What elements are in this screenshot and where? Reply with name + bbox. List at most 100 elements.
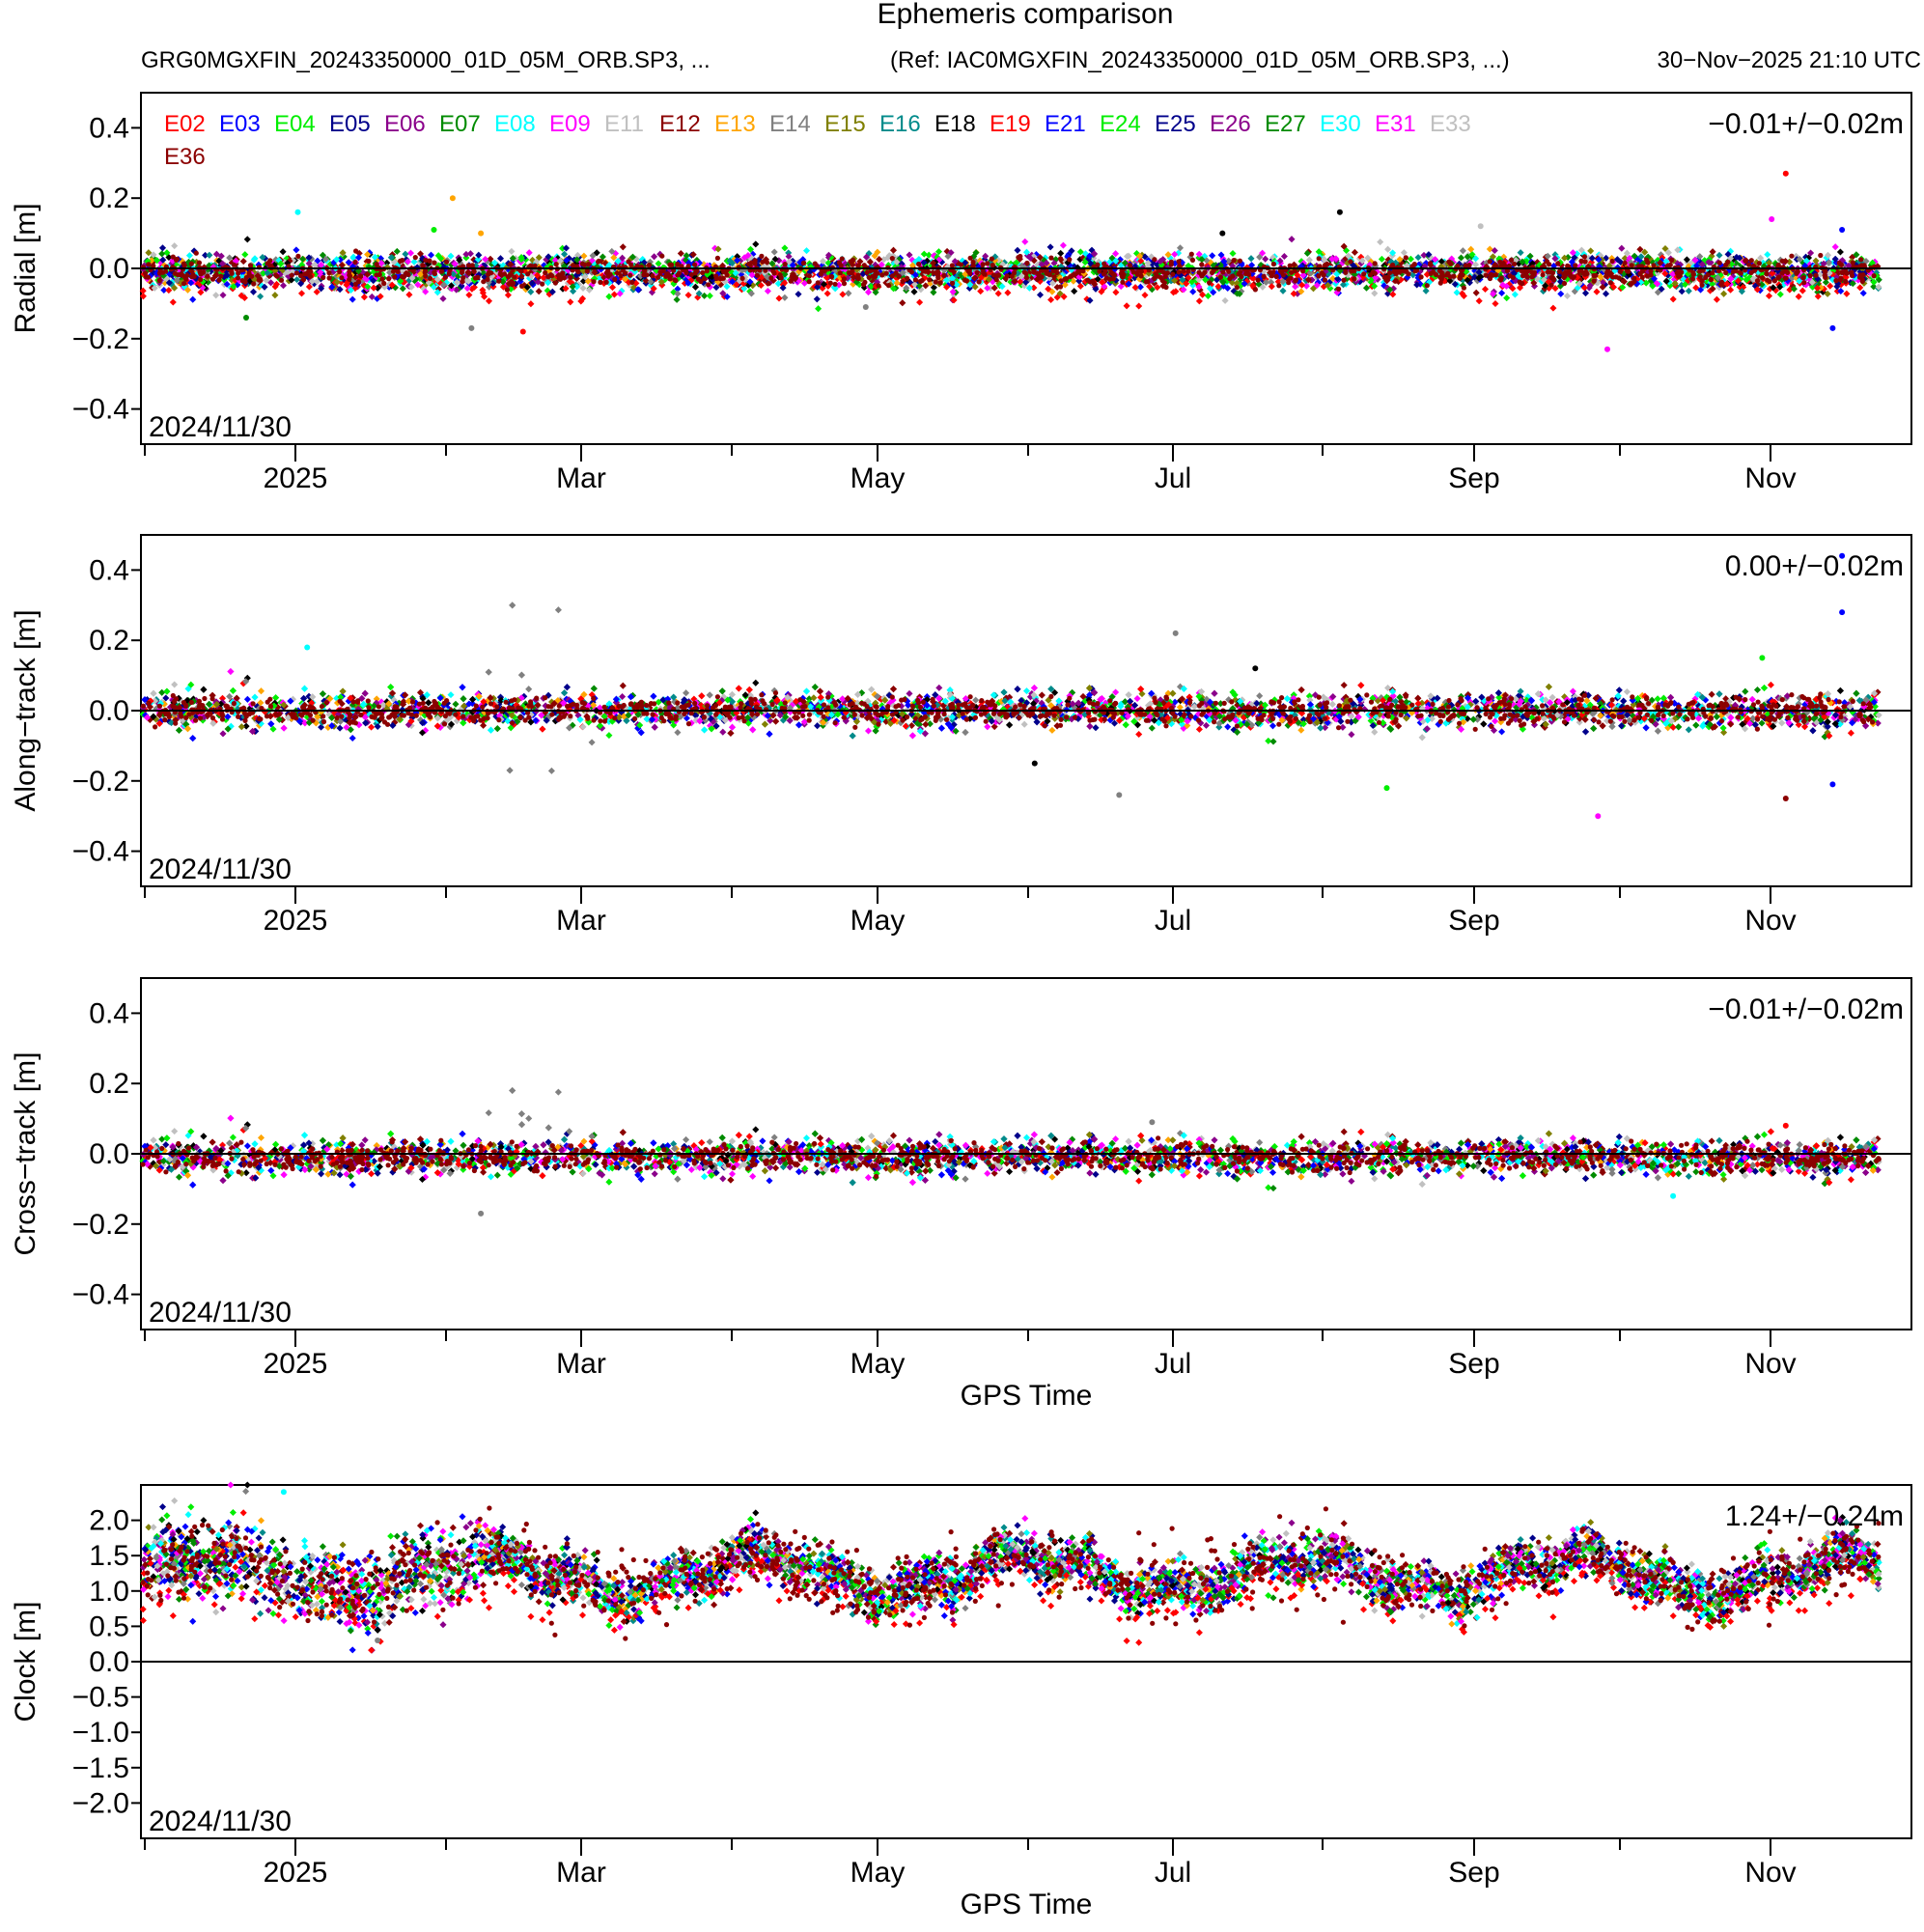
- data-point: [339, 275, 345, 281]
- data-point: [1716, 260, 1722, 266]
- data-point: [279, 282, 288, 290]
- data-point: [618, 273, 624, 279]
- data-point: [1849, 269, 1854, 275]
- data-point: [481, 279, 487, 285]
- data-point: [1097, 268, 1102, 274]
- data-point: [889, 273, 896, 279]
- data-point: [1341, 277, 1347, 283]
- data-point: [1512, 261, 1518, 267]
- data-point: [1620, 278, 1627, 284]
- data-point: [381, 280, 387, 287]
- data-point: [156, 270, 162, 276]
- data-point: [927, 277, 933, 283]
- data-point: [1181, 268, 1186, 274]
- data-point: [1316, 256, 1322, 262]
- data-point: [1743, 258, 1748, 264]
- data-point: [1322, 277, 1327, 283]
- data-point: [930, 284, 937, 292]
- data-point: [1231, 258, 1237, 264]
- data-point: [400, 258, 405, 264]
- data-point: [197, 277, 204, 283]
- data-point: [444, 259, 450, 265]
- data-point: [1520, 281, 1525, 287]
- data-point: [1270, 261, 1276, 267]
- data-point: [899, 299, 906, 307]
- data-point: [788, 278, 794, 284]
- data-point: [1466, 263, 1472, 268]
- data-point: [962, 277, 968, 283]
- data-point: [540, 281, 545, 287]
- data-point: [846, 269, 852, 276]
- data-point: [832, 281, 838, 287]
- data-point: [428, 275, 433, 281]
- data-point: [1152, 257, 1157, 263]
- data-point: [1428, 261, 1434, 266]
- data-point: [1789, 253, 1795, 259]
- data-point: [181, 273, 186, 279]
- data-point: [1336, 286, 1342, 292]
- data-point: [355, 279, 361, 285]
- data-point: [1024, 260, 1030, 266]
- data-point: [1163, 284, 1169, 291]
- data-point: [1571, 274, 1576, 280]
- data-point: [675, 272, 681, 278]
- data-point: [1276, 283, 1282, 289]
- data-point: [392, 274, 398, 280]
- data-point: [837, 270, 843, 276]
- data-point: [278, 277, 285, 283]
- data-point: [1009, 273, 1015, 279]
- data-point: [1461, 285, 1466, 291]
- data-point: [990, 263, 995, 268]
- data-point: [289, 272, 294, 278]
- data-point: [663, 273, 669, 279]
- data-point: [352, 259, 358, 266]
- data-point: [864, 269, 870, 275]
- data-point: [789, 274, 795, 280]
- data-point: [553, 262, 559, 267]
- data-point: [405, 271, 411, 277]
- data-point: [543, 269, 548, 276]
- data-point: [216, 277, 222, 283]
- data-point: [231, 262, 237, 267]
- data-point: [412, 255, 418, 261]
- data-point: [247, 263, 254, 268]
- data-point: [806, 279, 812, 285]
- data-point: [1252, 287, 1258, 293]
- data-point: [1048, 255, 1054, 261]
- data-point: [1487, 275, 1493, 282]
- data-point: [1779, 258, 1785, 264]
- data-point: [1321, 272, 1326, 278]
- data-point: [1607, 280, 1613, 286]
- data-point: [1288, 275, 1294, 281]
- data-point: [326, 275, 332, 281]
- data-point: [337, 268, 343, 274]
- data-point: [1189, 257, 1196, 263]
- data-point: [985, 261, 990, 266]
- data-point: [432, 260, 437, 266]
- data-point: [423, 273, 429, 279]
- data-point: [717, 276, 723, 282]
- data-point: [627, 272, 633, 278]
- data-point: [295, 253, 301, 259]
- data-point: [358, 273, 364, 279]
- data-point: [414, 281, 422, 289]
- data-point: [556, 276, 562, 282]
- data-point: [1016, 255, 1021, 261]
- data-point: [958, 262, 964, 267]
- data-point: [752, 261, 758, 266]
- data-point: [1629, 263, 1634, 268]
- data-point: [512, 274, 517, 280]
- data-point: [1110, 271, 1116, 277]
- data-point: [1622, 260, 1628, 266]
- orbit-file-label: GRG0MGXFIN_20243350000_01D_05M_ORB.SP3, …: [141, 47, 711, 73]
- data-point: [446, 271, 452, 277]
- data-point: [146, 262, 152, 267]
- data-point: [1188, 251, 1194, 257]
- data-point: [1418, 274, 1424, 280]
- data-point: [379, 276, 385, 282]
- data-point: [905, 275, 910, 281]
- data-point: [1549, 270, 1556, 276]
- data-point: [1667, 262, 1673, 267]
- data-point: [889, 256, 895, 262]
